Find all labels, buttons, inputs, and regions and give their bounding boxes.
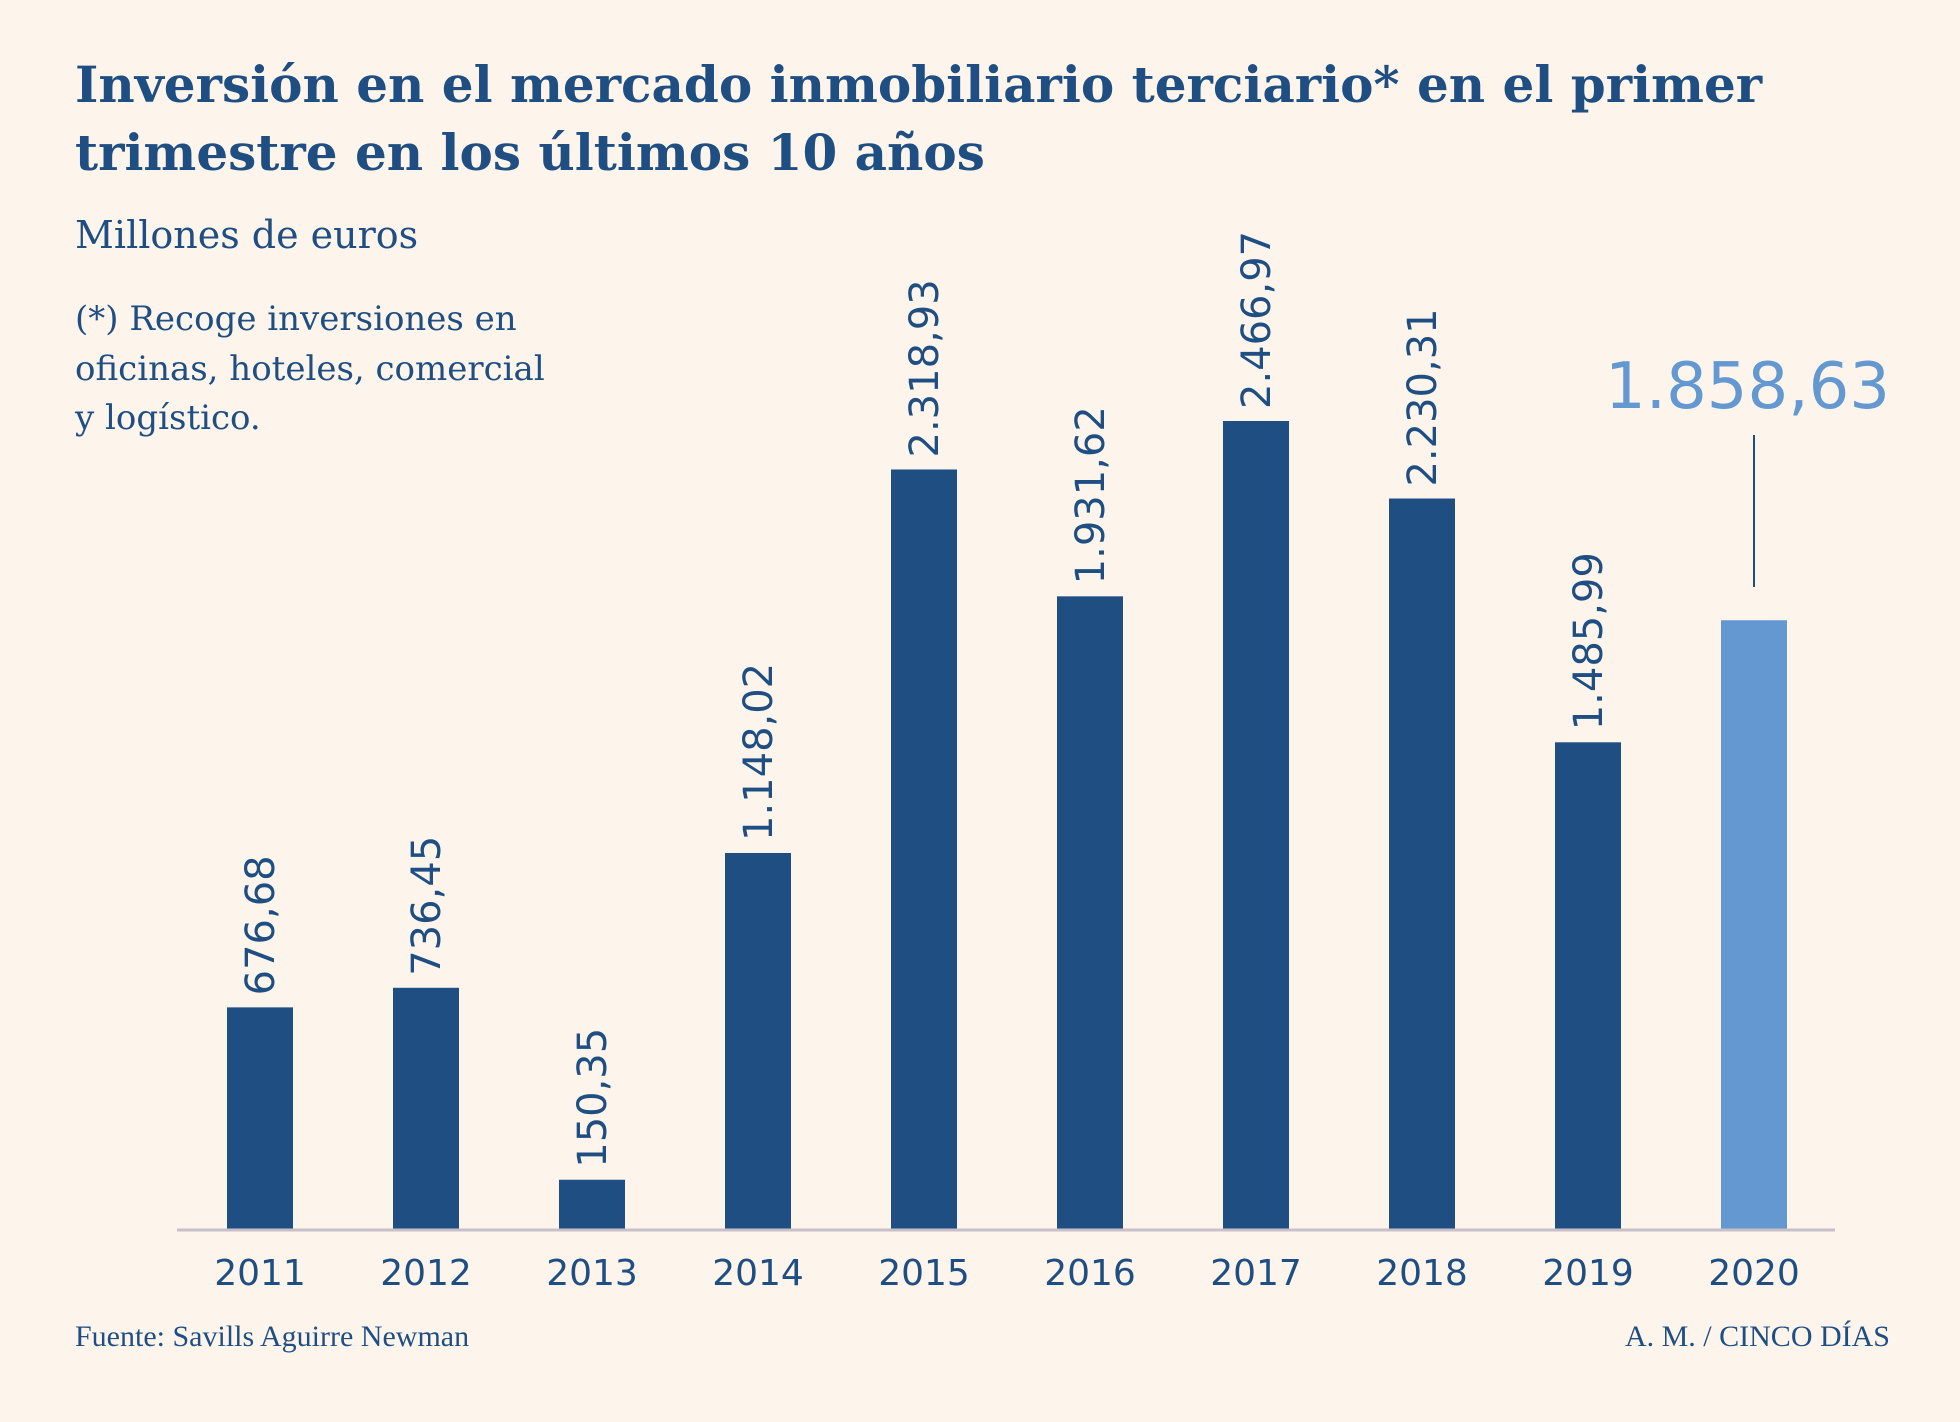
data-label-2013: 150,35 bbox=[570, 1028, 616, 1168]
data-label-2020: 1.858,63 bbox=[1605, 350, 1890, 424]
x-tick-label-2014: 2014 bbox=[712, 1253, 804, 1294]
bar-2020 bbox=[1721, 620, 1787, 1229]
bar-2018 bbox=[1389, 498, 1455, 1230]
x-tick-label-2020: 2020 bbox=[1708, 1253, 1800, 1294]
x-tick-label-2015: 2015 bbox=[878, 1253, 970, 1294]
x-tick-label-2012: 2012 bbox=[380, 1253, 472, 1294]
x-tick-label-2011: 2011 bbox=[214, 1253, 306, 1294]
source-text: Fuente: Savills Aguirre Newman bbox=[75, 1320, 469, 1353]
chart-title-line-2: trimestre en los últimos 10 años bbox=[75, 123, 985, 182]
data-label-2019: 1.485,99 bbox=[1566, 552, 1612, 730]
bar-2014 bbox=[725, 852, 791, 1229]
bar-2019 bbox=[1555, 742, 1621, 1229]
x-tick-label-2019: 2019 bbox=[1542, 1253, 1634, 1294]
data-label-2016: 1.931,62 bbox=[1068, 406, 1114, 584]
data-label-2018: 2.230,31 bbox=[1400, 308, 1446, 486]
bar-2013 bbox=[559, 1179, 625, 1229]
x-tick-label-2018: 2018 bbox=[1376, 1253, 1468, 1294]
credit-text: A. M. / CINCO DÍAS bbox=[1625, 1320, 1890, 1353]
data-label-2012: 736,45 bbox=[404, 836, 450, 976]
data-label-2017: 2.466,97 bbox=[1234, 231, 1280, 409]
chart-title-line-1: Inversión en el mercado inmobiliario ter… bbox=[75, 55, 1763, 114]
bar-2012 bbox=[393, 987, 459, 1229]
bar-2015 bbox=[891, 469, 957, 1229]
data-label-2014: 1.148,02 bbox=[736, 663, 782, 841]
note-line-1: (*) Recoge inversiones en bbox=[75, 299, 517, 339]
bars: 2011 676,68 2012 736,45 2013 150,35 2014 1.148,… bbox=[214, 231, 1890, 1294]
note-line-3: y logístico. bbox=[74, 398, 261, 438]
bar-2017 bbox=[1223, 421, 1289, 1229]
data-label-2011: 676,68 bbox=[238, 855, 284, 995]
x-tick-label-2013: 2013 bbox=[546, 1253, 638, 1294]
note-line-2: oficinas, hoteles, comercial bbox=[75, 349, 545, 389]
x-tick-label-2017: 2017 bbox=[1210, 1253, 1302, 1294]
bar-2011 bbox=[227, 1007, 293, 1229]
chart-subtitle: Millones de euros bbox=[75, 213, 418, 257]
x-tick-label-2016: 2016 bbox=[1044, 1253, 1136, 1294]
bar-2016 bbox=[1057, 596, 1123, 1229]
data-label-2015: 2.318,93 bbox=[902, 279, 948, 457]
